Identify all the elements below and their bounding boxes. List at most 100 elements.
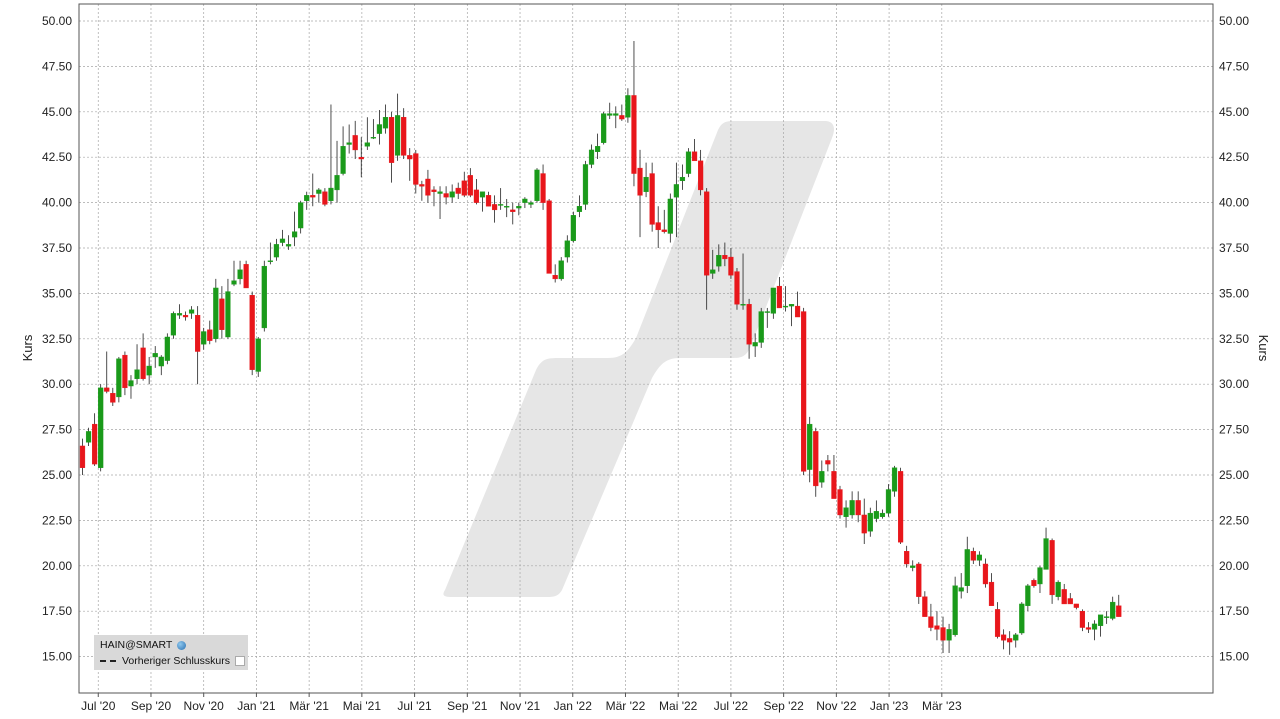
y-tick-label-right: 32.50 (1219, 332, 1249, 346)
candle (376, 109, 383, 145)
y-tick-label-right: 45.00 (1219, 105, 1249, 119)
candle-body-up (570, 215, 576, 241)
legend-series: HAIN@SMART (94, 637, 248, 653)
candle-body-down (855, 500, 861, 516)
candle-body-up (334, 175, 340, 191)
candle (146, 356, 152, 385)
candle-body-up (558, 260, 564, 280)
candle (449, 184, 455, 203)
y-tick-label-right: 27.50 (1219, 423, 1249, 437)
globe-icon[interactable] (177, 640, 187, 650)
y-tick-label-right: 42.50 (1219, 150, 1249, 164)
candle (746, 298, 752, 359)
candle-body-up (685, 151, 692, 174)
candle (322, 188, 328, 207)
candle-body-up (958, 587, 964, 592)
candle-body-down (734, 271, 740, 305)
candle-body-down (455, 187, 461, 194)
candle-body-down (1073, 603, 1079, 608)
candle (934, 611, 940, 641)
candle (479, 191, 486, 212)
candle (1104, 611, 1110, 624)
candle-body-up (292, 231, 298, 238)
x-tick-label: Mär '23 (922, 699, 962, 713)
candle (825, 455, 831, 472)
candle-body-down (940, 627, 946, 641)
candle (576, 195, 583, 218)
candle-body-up (807, 423, 813, 470)
candle-body-up (479, 191, 486, 198)
candle-body-down (388, 117, 395, 163)
candle (734, 267, 740, 310)
candle-body-up (395, 115, 401, 156)
candle-body-down (728, 256, 734, 276)
y-tick-label-left: 37.50 (42, 241, 72, 255)
candle (540, 164, 546, 210)
candle (716, 244, 722, 272)
candle (976, 551, 982, 566)
candle-body-up (237, 269, 243, 280)
candle-body-up (564, 240, 570, 258)
candle-body-down (407, 155, 413, 160)
candle (1025, 583, 1031, 612)
candle-body-up (85, 431, 92, 443)
y-tick-label-left: 35.00 (42, 286, 72, 300)
candle-body-up (364, 142, 370, 147)
candle-body-up (376, 124, 383, 134)
grid-lines (79, 4, 1213, 693)
y-tick-label-left: 50.00 (42, 14, 72, 28)
candle (867, 507, 873, 537)
candle (661, 209, 667, 234)
candle (128, 375, 134, 399)
candle (213, 278, 219, 343)
candle-body-down (352, 135, 358, 151)
candle-body-down (419, 184, 425, 187)
candle-body-up (534, 169, 540, 201)
y-tick-label-left: 17.50 (42, 604, 72, 618)
candle-body-down (195, 314, 201, 352)
candle (649, 162, 655, 232)
candle (219, 286, 225, 339)
candle-body-up (516, 206, 522, 209)
candle-body-down (970, 551, 976, 561)
candle-body-up (964, 549, 970, 586)
candle (843, 500, 849, 528)
candle (231, 260, 237, 287)
candle-body-down (861, 514, 867, 534)
candle (770, 287, 776, 319)
y-tick-label-right: 22.50 (1219, 513, 1249, 527)
candle-body-down (310, 195, 316, 198)
candle (273, 238, 280, 261)
candle-body-up (340, 146, 346, 174)
candle (110, 387, 116, 406)
x-tick-label: Mai '22 (659, 699, 698, 713)
candle-body-up (576, 206, 583, 212)
candle-body-down (1079, 611, 1086, 628)
candle (382, 104, 389, 134)
checkbox-icon[interactable] (234, 656, 245, 666)
candle-body-up (134, 369, 140, 379)
legend-previous-close-label: Vorheriger Schlusskurs (122, 655, 230, 667)
candle-body-down (413, 153, 419, 185)
y-tick-label-left: 45.00 (42, 105, 72, 119)
candle-body-up (1013, 634, 1019, 641)
y-tick-label-right: 35.00 (1219, 286, 1249, 300)
candle (116, 356, 122, 403)
candle-body-up (1019, 603, 1025, 634)
y-axis-title-left: Kurs (20, 334, 35, 361)
candle-body-up (595, 146, 601, 152)
candle (134, 344, 140, 385)
candle (928, 603, 934, 632)
candle-body-up (1025, 585, 1031, 606)
candle (740, 253, 746, 310)
candle-body-down (637, 167, 643, 196)
y-tick-label-right: 50.00 (1219, 14, 1249, 28)
candle (207, 320, 213, 345)
candle (879, 509, 886, 519)
candle-body-down (922, 596, 928, 617)
candle-body-up (267, 260, 273, 262)
candle (916, 562, 922, 604)
candle-body-down (1031, 580, 1037, 586)
candle-body-up (601, 113, 607, 143)
candle-body-down (249, 295, 255, 370)
